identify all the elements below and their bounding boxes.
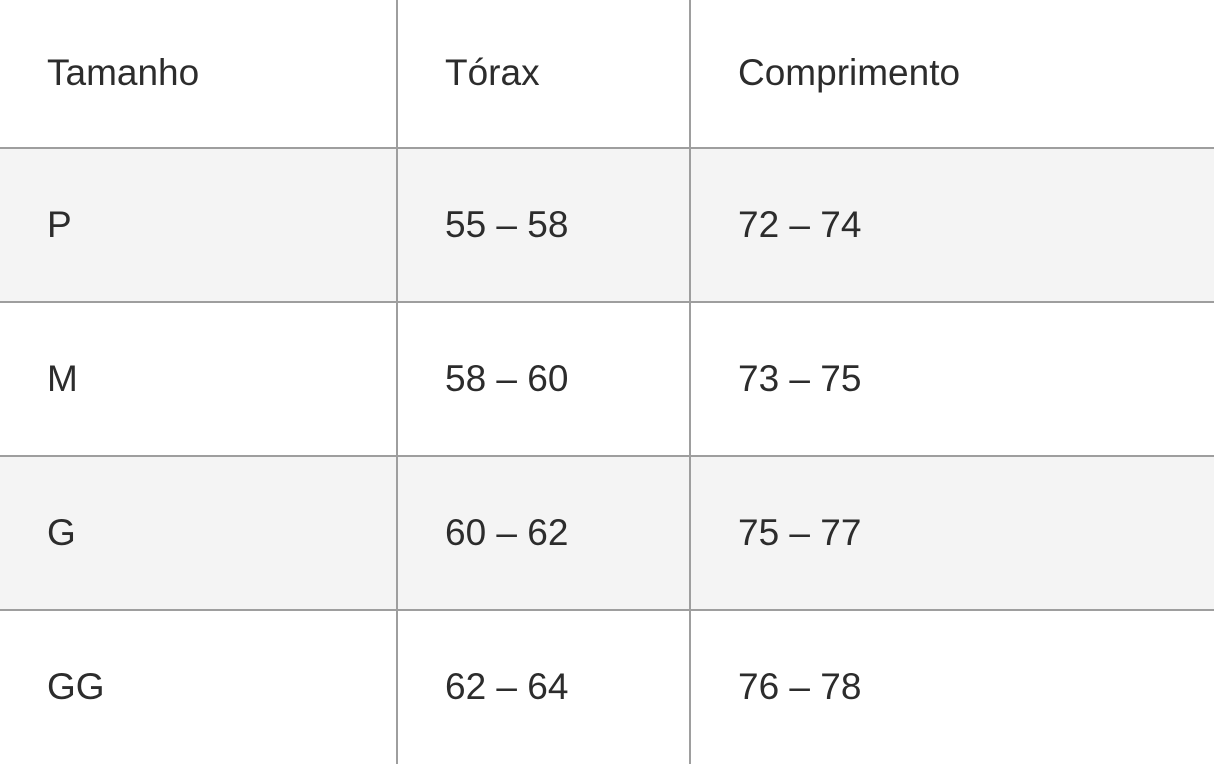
table-row: GG 62 – 64 76 – 78 (0, 610, 1214, 764)
cell-tamanho: GG (0, 610, 398, 764)
table-row: G 60 – 62 75 – 77 (0, 456, 1214, 611)
cell-tamanho: M (0, 302, 398, 457)
cell-tamanho: G (0, 456, 398, 611)
cell-comprimento: 73 – 75 (690, 302, 1214, 457)
table-row: M 58 – 60 73 – 75 (0, 302, 1214, 457)
table-header-row: Tamanho Tórax Comprimento (0, 0, 1214, 149)
cell-torax: 58 – 60 (397, 302, 691, 457)
table-row: P 55 – 58 72 – 74 (0, 148, 1214, 303)
cell-comprimento: 72 – 74 (690, 148, 1214, 303)
cell-comprimento: 75 – 77 (690, 456, 1214, 611)
cell-comprimento: 76 – 78 (690, 610, 1214, 764)
cell-torax: 55 – 58 (397, 148, 691, 303)
cell-torax: 62 – 64 (397, 610, 691, 764)
column-header-tamanho: Tamanho (0, 0, 398, 149)
table-body: P 55 – 58 72 – 74 M 58 – 60 73 – 75 G 60… (0, 148, 1214, 764)
table-header: Tamanho Tórax Comprimento (0, 0, 1214, 149)
column-header-torax: Tórax (397, 0, 691, 149)
cell-tamanho: P (0, 148, 398, 303)
column-header-comprimento: Comprimento (690, 0, 1214, 149)
cell-torax: 60 – 62 (397, 456, 691, 611)
